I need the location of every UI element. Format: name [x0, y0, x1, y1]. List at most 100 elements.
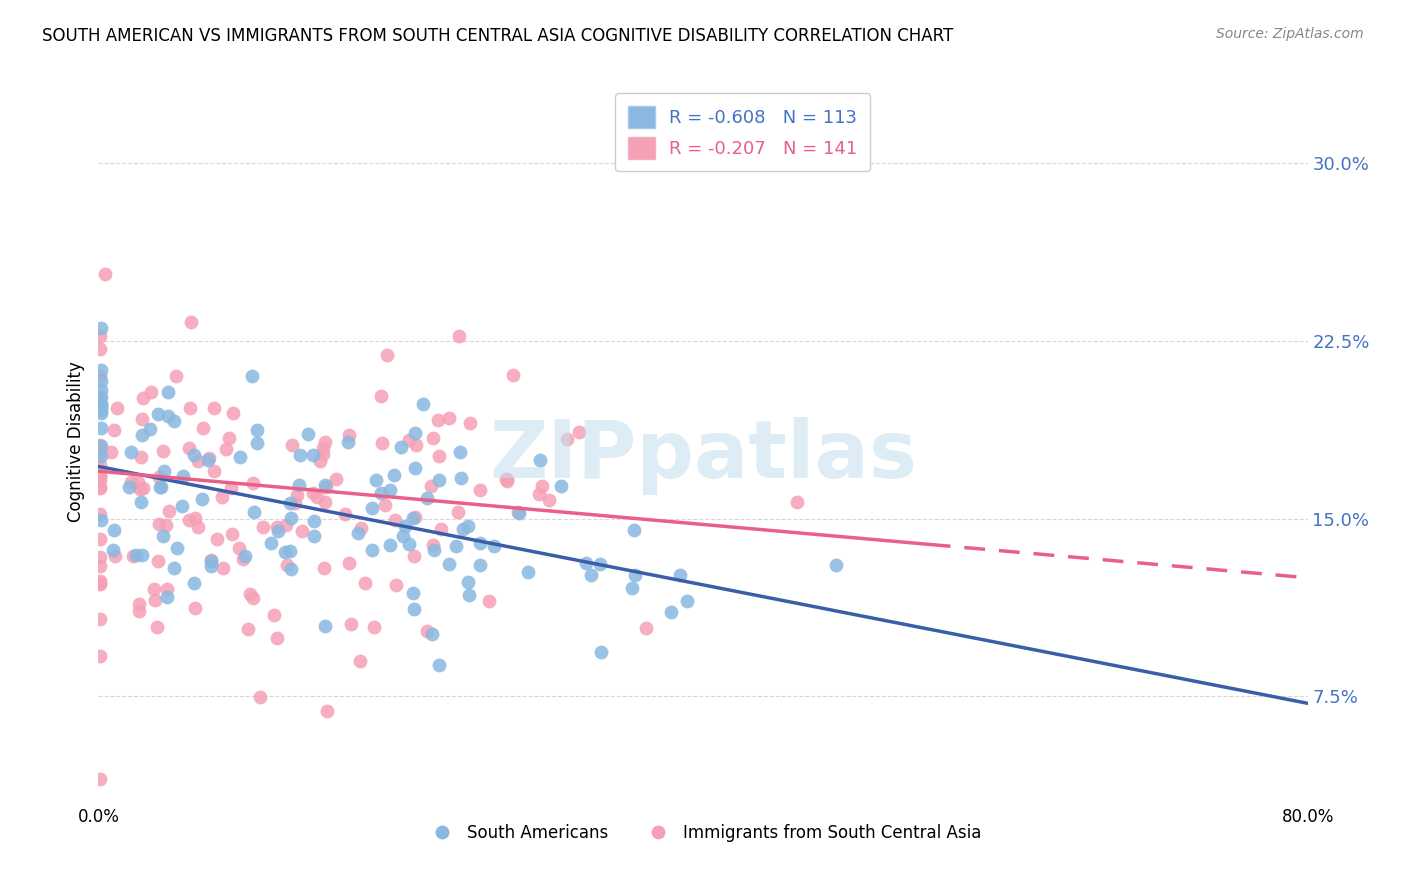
Point	[184, 600, 207, 615]
Point	[450, 471, 472, 485]
Point	[246, 423, 269, 437]
Point	[420, 626, 443, 640]
Point	[143, 582, 166, 596]
Point	[89, 648, 111, 663]
Point	[423, 542, 446, 557]
Point	[416, 624, 439, 639]
Point	[312, 446, 335, 460]
Point	[242, 505, 264, 519]
Point	[89, 507, 111, 521]
Point	[89, 445, 111, 459]
Point	[280, 562, 302, 576]
Point	[128, 604, 150, 618]
Point	[437, 557, 460, 571]
Point	[211, 561, 233, 575]
Point	[278, 544, 301, 558]
Point	[370, 486, 392, 500]
Point	[260, 536, 283, 550]
Point	[676, 594, 699, 608]
Point	[155, 517, 177, 532]
Point	[402, 511, 425, 525]
Point	[506, 505, 529, 519]
Point	[315, 704, 337, 718]
Point	[394, 519, 416, 533]
Point	[240, 369, 263, 384]
Point	[380, 538, 402, 552]
Point	[623, 524, 645, 538]
Point	[337, 427, 360, 442]
Point	[314, 495, 336, 509]
Point	[337, 556, 360, 570]
Point	[128, 482, 150, 496]
Point	[202, 464, 225, 478]
Point	[276, 558, 298, 573]
Point	[90, 374, 112, 388]
Point	[214, 442, 236, 457]
Point	[360, 501, 382, 516]
Point	[93, 267, 115, 281]
Point	[89, 369, 111, 384]
Point	[267, 524, 290, 538]
Point	[90, 439, 112, 453]
Point	[825, 558, 848, 573]
Point	[457, 574, 479, 589]
Point	[170, 499, 193, 513]
Point	[90, 397, 112, 411]
Point	[172, 468, 194, 483]
Point	[301, 486, 323, 500]
Point	[309, 453, 332, 467]
Point	[101, 543, 124, 558]
Point	[555, 432, 578, 446]
Point	[624, 567, 647, 582]
Point	[143, 593, 166, 607]
Point	[266, 520, 288, 534]
Point	[266, 631, 288, 645]
Point	[325, 472, 347, 486]
Point	[233, 549, 256, 563]
Point	[90, 398, 112, 412]
Point	[89, 576, 111, 591]
Point	[152, 444, 174, 458]
Point	[281, 438, 304, 452]
Point	[621, 581, 644, 595]
Point	[89, 469, 111, 483]
Point	[402, 586, 425, 600]
Point	[105, 401, 128, 416]
Point	[89, 559, 111, 574]
Point	[131, 412, 153, 426]
Point	[156, 384, 179, 399]
Point	[246, 436, 269, 450]
Point	[103, 423, 125, 437]
Point	[200, 553, 222, 567]
Point	[187, 520, 209, 534]
Point	[89, 468, 111, 483]
Point	[89, 390, 111, 404]
Point	[156, 582, 179, 596]
Point	[404, 426, 426, 441]
Point	[239, 587, 262, 601]
Point	[391, 529, 413, 543]
Point	[118, 480, 141, 494]
Point	[581, 568, 603, 582]
Point	[138, 422, 160, 436]
Point	[184, 510, 207, 524]
Point	[122, 549, 145, 563]
Point	[249, 690, 271, 704]
Point	[315, 480, 337, 494]
Point	[131, 495, 153, 509]
Point	[280, 496, 302, 510]
Point	[301, 448, 323, 462]
Point	[363, 620, 385, 634]
Point	[219, 481, 242, 495]
Point	[517, 566, 540, 580]
Point	[90, 403, 112, 417]
Point	[371, 435, 394, 450]
Point	[163, 414, 186, 428]
Point	[120, 444, 142, 458]
Point	[90, 391, 112, 405]
Point	[495, 472, 517, 486]
Point	[349, 654, 371, 668]
Point	[361, 543, 384, 558]
Point	[297, 427, 319, 442]
Point	[274, 545, 297, 559]
